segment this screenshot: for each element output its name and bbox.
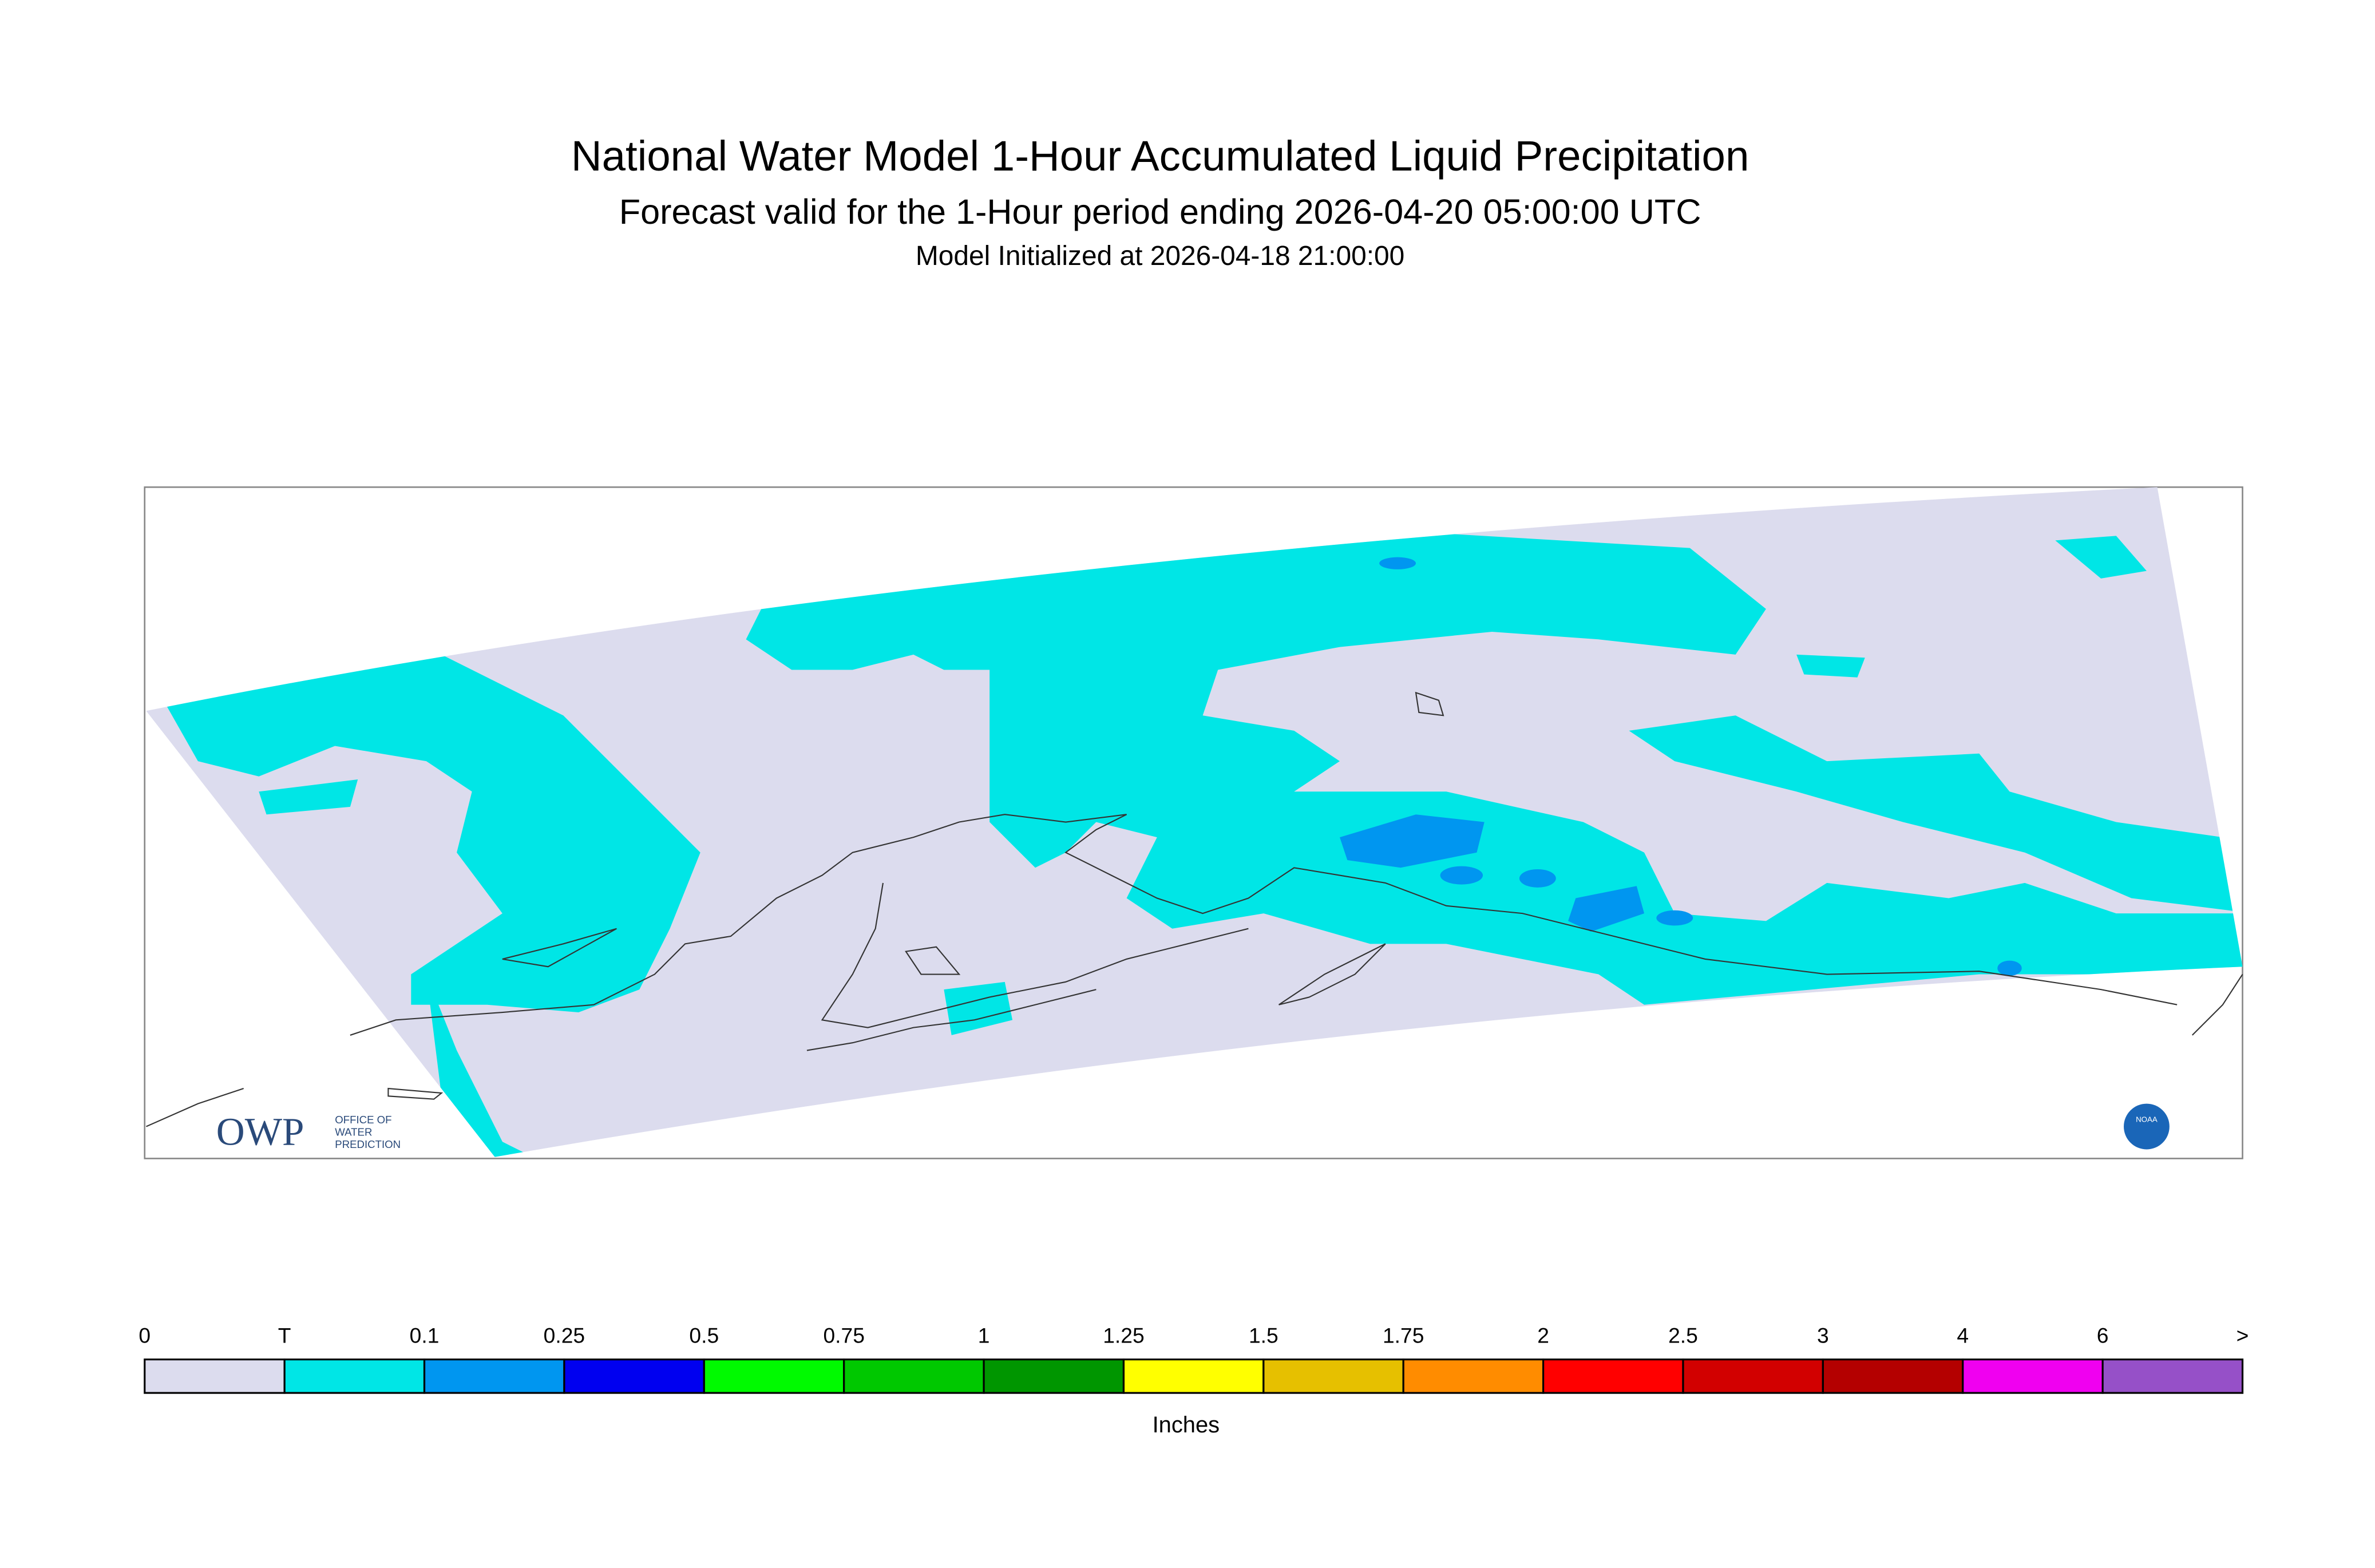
noaa-text: NOAA [2136, 1115, 2158, 1124]
legend-label: 3 [1817, 1323, 1829, 1347]
coastline [806, 989, 1097, 1051]
coastline [1415, 691, 1444, 716]
legend-label: 4 [1957, 1323, 1969, 1347]
legend-swatch [1822, 1358, 1964, 1394]
legend-swatch [423, 1358, 565, 1394]
coastline [905, 946, 961, 975]
legend-units: Inches [1153, 1412, 1220, 1438]
precip-field [146, 533, 2243, 1157]
init-time: Model Initialized at 2026-04-18 21:00:00 [916, 241, 1404, 271]
legend-swatch [563, 1358, 705, 1394]
precip-area [746, 533, 2243, 1005]
precip-area [1629, 715, 2243, 914]
legend-label: > [2237, 1323, 2249, 1347]
legend-swatch [1962, 1358, 2104, 1394]
legend-label: 0.5 [689, 1323, 719, 1347]
coastline [350, 814, 2178, 1036]
owp-mark: OWP [216, 1109, 304, 1153]
precip-area [2055, 536, 2147, 579]
legend-label: 2 [1537, 1323, 1549, 1347]
legend-label: 1.25 [1103, 1323, 1144, 1347]
legend-swatch [144, 1358, 286, 1394]
legend-label: 6 [2097, 1323, 2109, 1347]
precip-area [1796, 654, 1865, 678]
legend-label: 0 [138, 1323, 151, 1347]
legend-label: 1 [978, 1323, 990, 1347]
legend-label: 0.25 [544, 1323, 585, 1347]
legend-label: 0.75 [823, 1323, 864, 1347]
legend-swatch [283, 1358, 426, 1394]
coastlines [145, 691, 2243, 1127]
legend-label: 1.5 [1249, 1323, 1278, 1347]
precip-area [1997, 960, 2022, 976]
model-domain [146, 487, 2243, 1157]
legend-swatch [1262, 1358, 1404, 1394]
legend-swatch [843, 1358, 985, 1394]
legend-swatch [703, 1358, 845, 1394]
coastline [821, 882, 1249, 1028]
precip-area [1568, 886, 1645, 932]
subtitle: Forecast valid for the 1-Hour period end… [619, 192, 1701, 231]
noaa-logo: NOAA [2124, 1103, 2170, 1150]
legend-swatch [1122, 1358, 1265, 1394]
precip-area [1440, 866, 1483, 885]
precip-area [1519, 869, 1556, 888]
title: National Water Model 1-Hour Accumulated … [571, 132, 1749, 180]
precip-area [146, 654, 700, 1013]
legend-swatch [983, 1358, 1125, 1394]
legend-label: 1.75 [1383, 1323, 1424, 1347]
legend-label: 2.5 [1668, 1323, 1698, 1347]
legend-swatch [2101, 1358, 2244, 1394]
owp-text: OFFICE OF [335, 1114, 391, 1126]
legend-swatch [1682, 1358, 1824, 1394]
owp-text: WATER [335, 1126, 372, 1138]
coastline [145, 1087, 444, 1127]
owp-logo: OWP OFFICE OF WATER PREDICTION [216, 1109, 401, 1153]
coastline [502, 928, 617, 968]
precip-area [1656, 910, 1693, 926]
legend-swatch [1402, 1358, 1545, 1394]
owp-text: PREDICTION [335, 1138, 401, 1150]
legend-label: 0.1 [410, 1323, 440, 1347]
color-legend: 0 T 0.1 0.25 0.5 0.75 1 1.25 1.5 1.75 2 2.5 3 4 6 > Inch… [138, 1323, 2249, 1438]
precip-area [1340, 814, 1485, 868]
precip-area [1379, 557, 1416, 569]
legend-label: T [278, 1323, 291, 1347]
coastline [2191, 973, 2243, 1036]
precip-area [259, 779, 358, 815]
noaa-circle [2124, 1103, 2170, 1150]
legend-swatch [1542, 1358, 1684, 1394]
coastline [1278, 943, 1386, 1005]
